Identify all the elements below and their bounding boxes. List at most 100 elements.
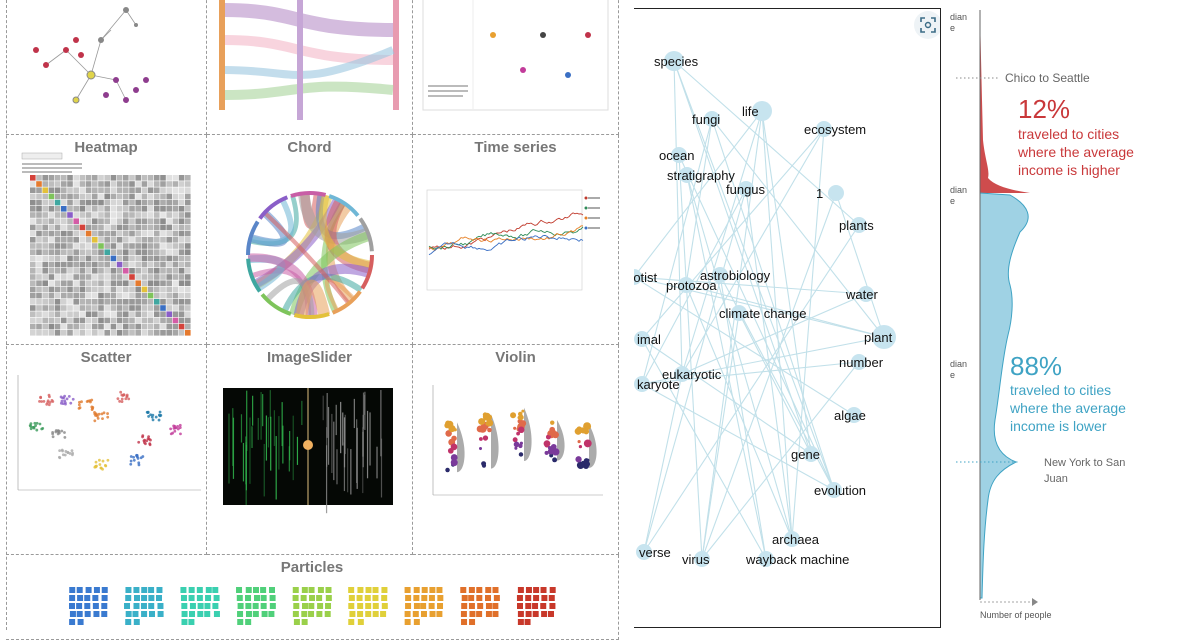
network-edge [738,312,812,455]
heatmap-cell [36,206,42,212]
scatter-point [31,425,35,429]
lower-income-area [979,192,1029,599]
network-node[interactable] [678,277,694,293]
violin-point [478,424,487,433]
lower-text-1: traveled to cities [1010,382,1111,398]
particle [413,619,420,625]
chord-arc [258,195,289,220]
slider-image-stroke [228,413,230,484]
heatmap-cell [79,193,86,200]
particle [404,587,411,593]
heatmap-cell [129,317,135,324]
heatmap-cell [67,212,73,218]
particle [292,587,299,593]
heatmap-cell [54,243,61,249]
particles-thumbnail[interactable]: Particles [6,555,619,640]
heatmap-cell [116,243,123,249]
heatmap-cell [110,323,117,330]
heatmap-cell [67,299,73,305]
network-node[interactable] [803,446,819,462]
network-node[interactable] [872,325,896,349]
scatter-point [77,403,81,407]
network-node[interactable] [694,551,710,567]
heatmap-cell [178,299,185,305]
heatmap-cell [147,274,154,280]
timeseries-thumbnail[interactable]: Time series [413,135,619,345]
particle [413,587,420,593]
heatmap-cell [110,274,117,280]
particle [204,603,211,609]
network-graph-panel[interactable]: species fungi life ecosystem ocean stratigrap… [634,8,941,628]
network-node[interactable] [816,121,832,137]
heatmap-cell [61,224,67,231]
heatmap-cell [98,299,104,305]
network-node[interactable] [671,147,687,163]
chord-thumbnail[interactable]: Chord [207,135,413,345]
network-node[interactable] [674,366,690,382]
network-node[interactable] [636,544,652,560]
heatmap-cell [104,237,110,243]
scatter-point [63,435,67,439]
heatmap-cell [116,305,123,311]
network-node[interactable] [784,531,800,547]
heatmap-cell [116,311,123,317]
heatmap-cell [36,268,42,274]
heatmap-cell [48,268,55,274]
network-graph[interactable]: species fungi life ecosystem ocean stratigrap… [634,9,940,627]
scatter-point [132,455,135,459]
network-node[interactable] [664,51,684,71]
scatter-thumbnail[interactable]: Scatter [6,345,207,555]
particle [125,595,132,601]
particle [364,595,371,601]
violin-preview [432,385,603,496]
heatmap-cell [98,261,104,268]
heatmap-cell [73,237,79,243]
heatmap-cell [79,199,86,206]
heatmap-cell [36,249,42,255]
network-node[interactable] [634,331,650,347]
heatmap-title: Heatmap [74,139,138,156]
network-node[interactable] [679,167,695,183]
network-node[interactable] [712,267,728,283]
heatmap-cell [73,323,79,330]
slider-image-stroke [327,406,330,465]
heatmap-cell [92,237,98,243]
particle [197,611,204,617]
network-node[interactable] [846,407,862,423]
heatmap-cell [135,280,141,286]
network-node[interactable] [634,376,650,392]
fullscreen-button[interactable] [914,11,940,39]
network-node[interactable] [738,181,754,197]
heatmap-cell [141,224,148,231]
scatter-point [97,412,101,416]
network-node[interactable] [758,551,774,567]
heatmap-cell [104,268,110,274]
network-node[interactable] [851,217,867,233]
heatmap-cell [141,249,148,255]
network-node[interactable] [826,482,842,498]
network-node[interactable] [752,101,772,121]
tsne-thumbnail[interactable] [413,0,619,135]
particle [245,595,252,601]
violin-point [478,447,483,451]
network-node[interactable] [858,286,874,302]
sankey-thumbnail[interactable] [207,0,413,135]
heatmap-thumbnail[interactable]: Heatmap [6,135,207,345]
network-node[interactable] [851,354,867,370]
network-node[interactable] [731,305,747,321]
particle [69,619,76,625]
particle [357,619,364,625]
particle [357,587,364,593]
imageslider-thumbnail[interactable]: ImageSlider [207,345,413,555]
violin-point [445,467,450,473]
network-node[interactable] [634,269,642,285]
scatter-point [132,458,136,462]
violin-thumbnail[interactable]: Violin [413,345,619,555]
heatmap-cell [36,311,42,317]
heatmap-cell [73,311,79,317]
network-node[interactable] [828,185,844,201]
heatmap-cell [85,224,92,231]
heatmap-cell [42,175,48,181]
network-node[interactable] [704,111,720,127]
network-thumbnail[interactable] [6,0,207,135]
